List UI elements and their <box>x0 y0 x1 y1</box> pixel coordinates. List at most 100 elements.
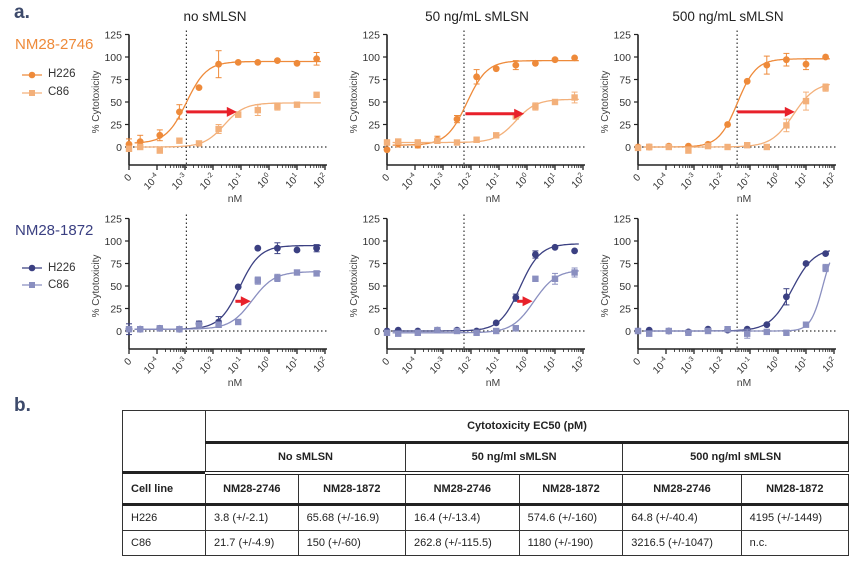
cell-line: C86 <box>122 530 206 556</box>
data-point-c86 <box>493 327 500 335</box>
data-point-c86 <box>822 264 829 272</box>
data-point-h226 <box>763 321 771 329</box>
legend-marker-circle <box>28 71 36 79</box>
x-tick-label: 102 <box>311 172 330 191</box>
x-tick-exponent: 1 <box>549 172 557 180</box>
data-point-c86 <box>137 143 144 151</box>
data-point-c86 <box>763 328 770 336</box>
column-title-500-smlsn: 500 ng/mL sMLSN <box>672 9 784 24</box>
shift-arrow-head <box>240 296 251 307</box>
data-point-c86 <box>434 137 441 144</box>
x-tick-label: 10-4 <box>141 172 162 193</box>
data-point-h226 <box>532 251 539 258</box>
data-point-c86 <box>665 143 672 151</box>
data-point-c86 <box>646 330 653 337</box>
table-title: Cytotoxicity EC50 (pM) <box>205 410 849 444</box>
x-tick-exponent: -2 <box>714 356 723 365</box>
x-tick-exponent: 0 <box>521 172 529 180</box>
y-tick-label: 25 <box>619 304 631 316</box>
data-point-h226 <box>473 73 480 81</box>
x-tick-exponent: -4 <box>407 172 416 181</box>
data-point-c86 <box>453 327 461 335</box>
data-point-c86 <box>453 139 461 146</box>
y-tick-label: 100 <box>613 52 631 64</box>
data-point-h226 <box>313 55 320 63</box>
data-point-h226 <box>551 56 559 64</box>
data-point-h226 <box>254 59 262 66</box>
data-point-c86 <box>313 270 320 277</box>
data-point-c86 <box>254 277 261 284</box>
x-tick-exponent: 1 <box>800 172 808 180</box>
data-point-c86 <box>704 327 712 335</box>
data-point-c86 <box>274 274 281 282</box>
y-tick-label: 0 <box>625 326 631 338</box>
column-title-50-smlsn: 50 ng/mL sMLSN <box>425 9 529 24</box>
x-tick-label: 10-4 <box>650 172 671 193</box>
x-tick-exponent: 0 <box>772 172 780 180</box>
data-point-h226 <box>274 244 281 252</box>
x-tick-label: 100 <box>255 172 274 191</box>
x-tick-exponent: -1 <box>742 172 751 181</box>
x-tick-label: 10-2 <box>706 172 727 193</box>
x-tick-label: 0 <box>631 356 643 368</box>
table-row: H226 3.8 (+/-2.1) 65.68 (+/-16.9) 16.4 (… <box>122 504 850 531</box>
x-tick-exponent: -1 <box>491 172 500 181</box>
fit-curve-c86 <box>134 102 321 148</box>
data-point-h226 <box>293 59 301 67</box>
x-tick-exponent: -4 <box>149 172 158 181</box>
x-tick-label: 100 <box>513 356 532 375</box>
x-tick-exponent: -3 <box>686 172 695 181</box>
legend-marker-circle <box>28 264 36 272</box>
x-tick-label: 0 <box>122 356 134 368</box>
x-tick-exponent: 2 <box>319 172 327 180</box>
data-point-h226 <box>743 77 751 85</box>
x-tick-label: 102 <box>569 172 588 191</box>
ec50-value: 3.8 (+/-2.1) <box>205 504 299 531</box>
x-tick-label: 0 <box>631 172 643 184</box>
data-point-h226 <box>313 244 320 252</box>
data-point-h226 <box>176 108 183 116</box>
data-point-h226 <box>571 54 578 62</box>
y-axis-label: % Cytotoxicity <box>91 71 102 134</box>
data-point-c86 <box>532 103 539 110</box>
data-point-c86 <box>254 106 261 114</box>
data-point-c86 <box>551 98 559 106</box>
data-point-c86 <box>493 132 500 139</box>
data-point-h226 <box>802 60 810 68</box>
x-tick-label: 102 <box>820 172 839 191</box>
y-tick-label: 25 <box>368 304 380 316</box>
x-axis-label: nM <box>737 193 752 205</box>
data-point-c86 <box>634 327 642 335</box>
y-tick-label: 75 <box>110 75 122 87</box>
data-point-h226 <box>822 53 829 61</box>
data-point-c86 <box>274 103 281 110</box>
x-axis-label: nM <box>228 377 243 389</box>
data-point-c86 <box>235 318 242 326</box>
data-point-c86 <box>571 94 578 101</box>
data-point-c86 <box>665 327 672 335</box>
ec50-value: n.c. <box>740 530 850 556</box>
x-tick-exponent: -2 <box>714 172 723 181</box>
data-point-h226 <box>724 121 731 128</box>
x-tick-label: 0 <box>380 172 392 184</box>
data-point-c86 <box>195 321 203 328</box>
data-point-c86 <box>293 101 301 108</box>
x-tick-label: 10-1 <box>483 172 504 193</box>
column-title-no-smlsn: no sMLSN <box>183 9 247 24</box>
x-tick-label: 10-3 <box>678 356 699 377</box>
data-point-c86 <box>215 321 222 328</box>
data-point-c86 <box>783 122 790 129</box>
x-tick-exponent: -4 <box>407 356 416 365</box>
data-point-h226 <box>571 247 578 255</box>
data-point-h226 <box>195 84 203 91</box>
x-tick-label: 10-2 <box>197 356 218 377</box>
x-axis-label: nM <box>486 193 501 205</box>
condition-header: No sMLSN <box>205 442 406 475</box>
x-tick-label: 102 <box>311 356 330 375</box>
x-axis-label: nM <box>737 377 752 389</box>
data-point-h226 <box>136 138 144 146</box>
x-tick-base: 0 <box>122 172 134 184</box>
y-tick-label: 75 <box>619 259 631 271</box>
